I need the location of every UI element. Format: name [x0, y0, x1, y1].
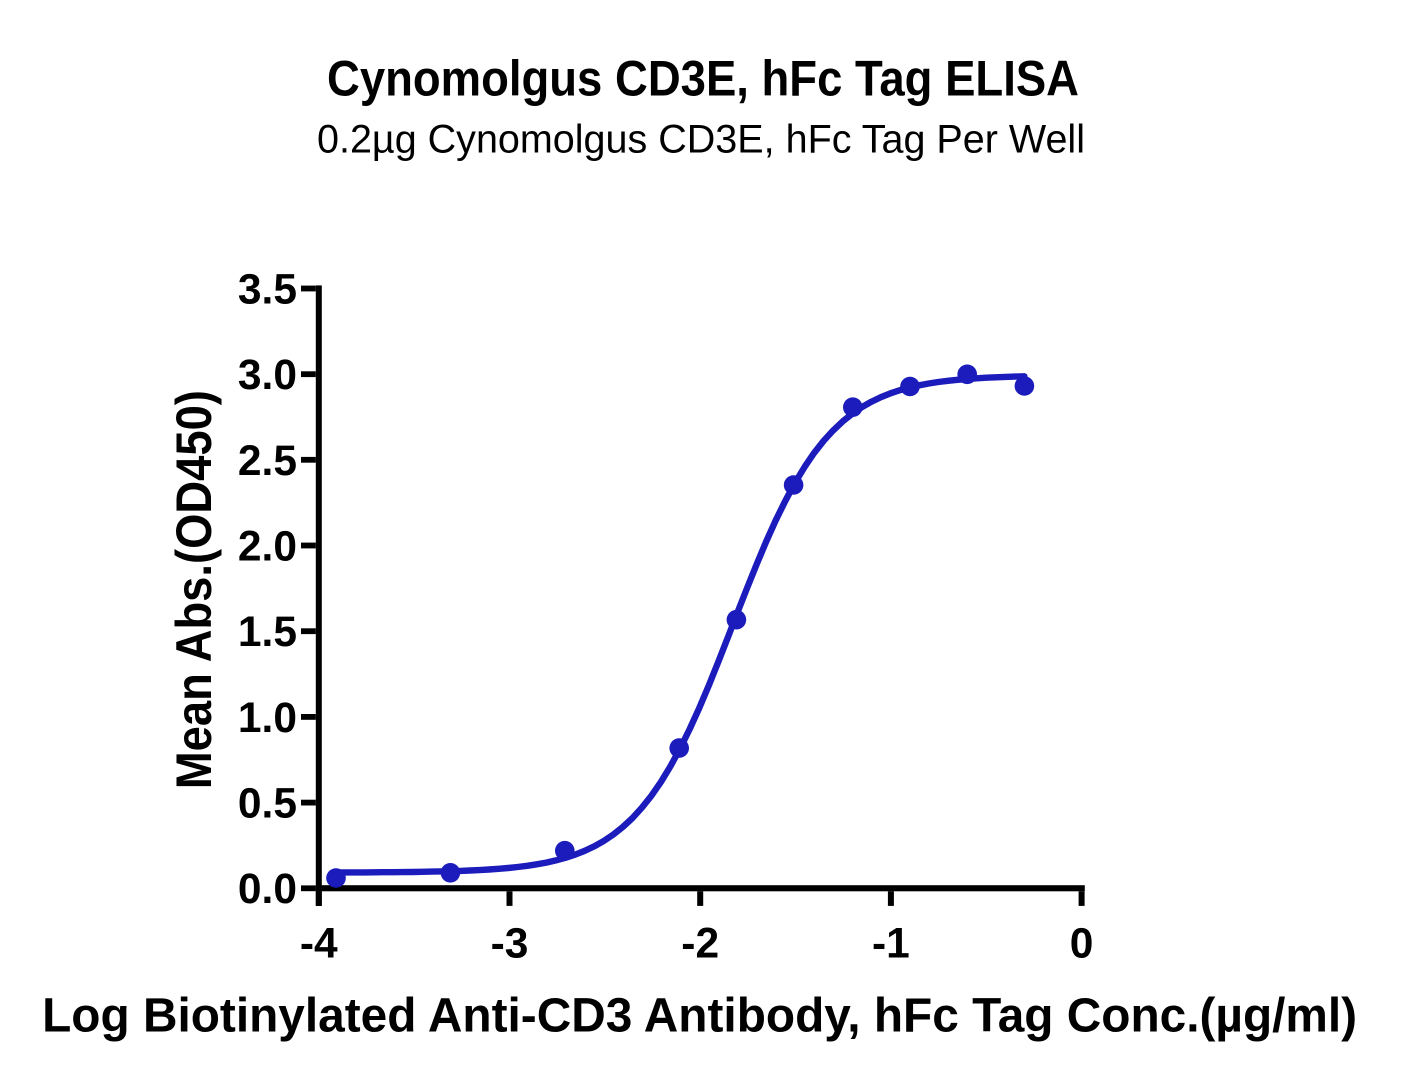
svg-text:0.5: 0.5 [238, 781, 297, 828]
svg-text:3.5: 3.5 [238, 267, 297, 314]
svg-text:2.5: 2.5 [238, 438, 297, 485]
svg-text:-3: -3 [491, 921, 529, 968]
svg-text:0.2µg Cynomolgus CD3E, hFc Tag: 0.2µg Cynomolgus CD3E, hFc Tag Per Well [317, 118, 1085, 162]
svg-text:-4: -4 [300, 921, 338, 968]
svg-text:-1: -1 [872, 921, 910, 968]
svg-text:3.0: 3.0 [238, 352, 297, 399]
svg-text:2.0: 2.0 [238, 524, 297, 571]
svg-text:1.5: 1.5 [238, 609, 297, 656]
svg-text:0.0: 0.0 [238, 866, 297, 913]
svg-text:Log Biotinylated Anti-CD3 Anti: Log Biotinylated Anti-CD3 Antibody, hFc … [42, 989, 1357, 1043]
svg-text:1.0: 1.0 [238, 695, 297, 742]
svg-text:Cynomolgus CD3E, hFc Tag ELISA: Cynomolgus CD3E, hFc Tag ELISA [327, 51, 1079, 107]
svg-text:0: 0 [1070, 921, 1094, 968]
svg-text:Mean Abs.(OD450): Mean Abs.(OD450) [166, 390, 222, 789]
svg-text:-2: -2 [681, 921, 719, 968]
